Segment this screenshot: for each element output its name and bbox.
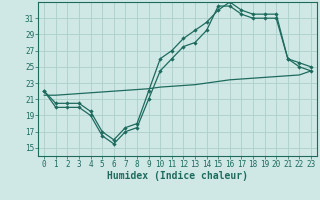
X-axis label: Humidex (Indice chaleur): Humidex (Indice chaleur): [107, 171, 248, 181]
